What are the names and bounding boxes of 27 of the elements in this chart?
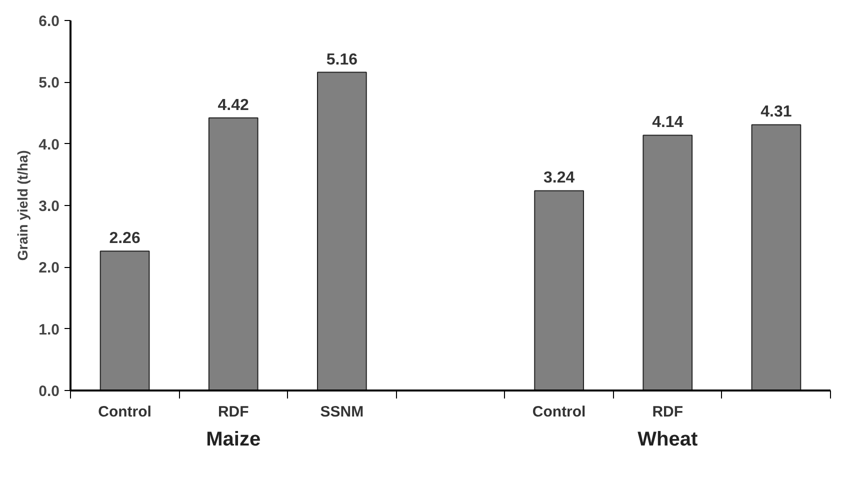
bar [100,250,150,390]
text: Maize [206,428,261,450]
y-tick-label: 2.0 [38,260,60,277]
x-tick-label: SSNM [320,404,364,420]
data-label: 4.14 [652,114,684,132]
x-tick-label: RDF [652,404,684,420]
bar [208,117,258,390]
data-label: 5.16 [326,51,358,68]
y-tick-label: 1.0 [38,321,60,338]
data-label: 4.31 [760,104,792,121]
y-tick-label: 6.0 [38,13,60,30]
bar [317,72,367,390]
text: Wheat [638,428,698,450]
data-label: 4.42 [218,96,250,114]
y-tick-label: 5.0 [38,74,60,92]
bar [642,134,693,390]
y-tick-label: 3.0 [38,198,60,215]
y-tick-label: 0.0 [38,383,60,400]
bar [751,124,802,390]
y-tick-label: 4.0 [38,136,60,154]
x-tick-label: Control [98,404,152,420]
x-tick-label: RDF [218,404,249,420]
y-axis-title: Grain yield (t/ha) [14,150,31,261]
x-tick-label: Control [532,404,586,420]
data-label: 2.26 [109,230,140,248]
data-label: 3.24 [544,170,575,187]
bar [534,190,584,390]
